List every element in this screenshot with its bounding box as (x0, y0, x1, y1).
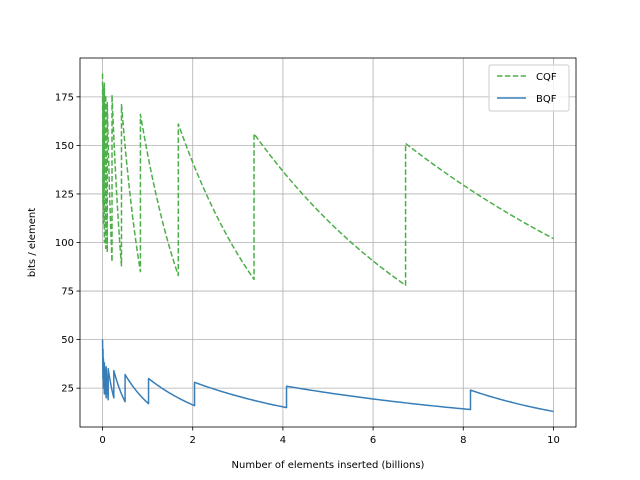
x-tick-label: 8 (460, 435, 466, 446)
x-tick-label: 10 (547, 435, 560, 446)
y-axis-label: bits / element (27, 208, 38, 277)
x-tick-label: 6 (370, 435, 376, 446)
grid-lines (80, 58, 576, 427)
x-tick-label: 2 (190, 435, 196, 446)
y-tick-label: 50 (61, 335, 74, 346)
y-tick-label: 175 (55, 92, 74, 103)
series-layer (101, 73, 554, 413)
legend: CQF BQF (488, 64, 570, 112)
y-tick-label: 25 (61, 384, 74, 395)
bqf-series-line (101, 339, 554, 413)
legend-box (488, 64, 570, 112)
x-tick-label: 0 (99, 435, 105, 446)
legend-cqf-label: CQF (536, 72, 557, 83)
x-axis-label: Number of elements inserted (billions) (232, 460, 425, 471)
axis-ticks: 0 2 4 6 8 10 25 50 75 100 125 150 175 (55, 92, 560, 446)
y-tick-label: 75 (61, 287, 74, 298)
cqf-series-line (101, 73, 554, 286)
y-tick-label: 100 (55, 238, 74, 249)
y-tick-label: 150 (55, 141, 74, 152)
legend-bqf-label: BQF (536, 94, 557, 105)
x-tick-label: 4 (280, 435, 286, 446)
y-tick-label: 125 (55, 189, 74, 200)
